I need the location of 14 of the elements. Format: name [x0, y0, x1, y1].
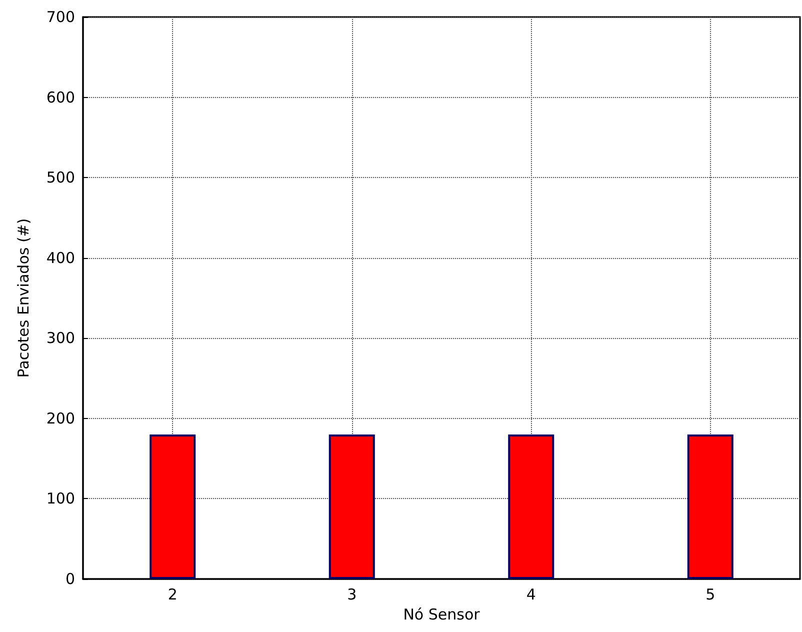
y-tick-label: 200: [46, 409, 75, 428]
x-tick-label: 2: [168, 586, 178, 604]
x-axis-title: Nó Sensor: [403, 606, 481, 624]
x-tick-label: 5: [706, 586, 716, 604]
y-tick-label: 500: [46, 168, 75, 187]
x-tick-label: 3: [347, 586, 357, 604]
y-tick-label: 700: [46, 8, 75, 26]
y-tick-label: 100: [46, 490, 75, 508]
y-tick-label: 0: [65, 570, 75, 588]
x-tick-label: 4: [526, 586, 536, 604]
y-tick-label: 400: [46, 248, 75, 267]
y-tick-label: 300: [46, 329, 75, 348]
y-axis-title: Pacotes Enviados (#): [14, 218, 32, 378]
y-tick-label: 600: [46, 88, 75, 106]
